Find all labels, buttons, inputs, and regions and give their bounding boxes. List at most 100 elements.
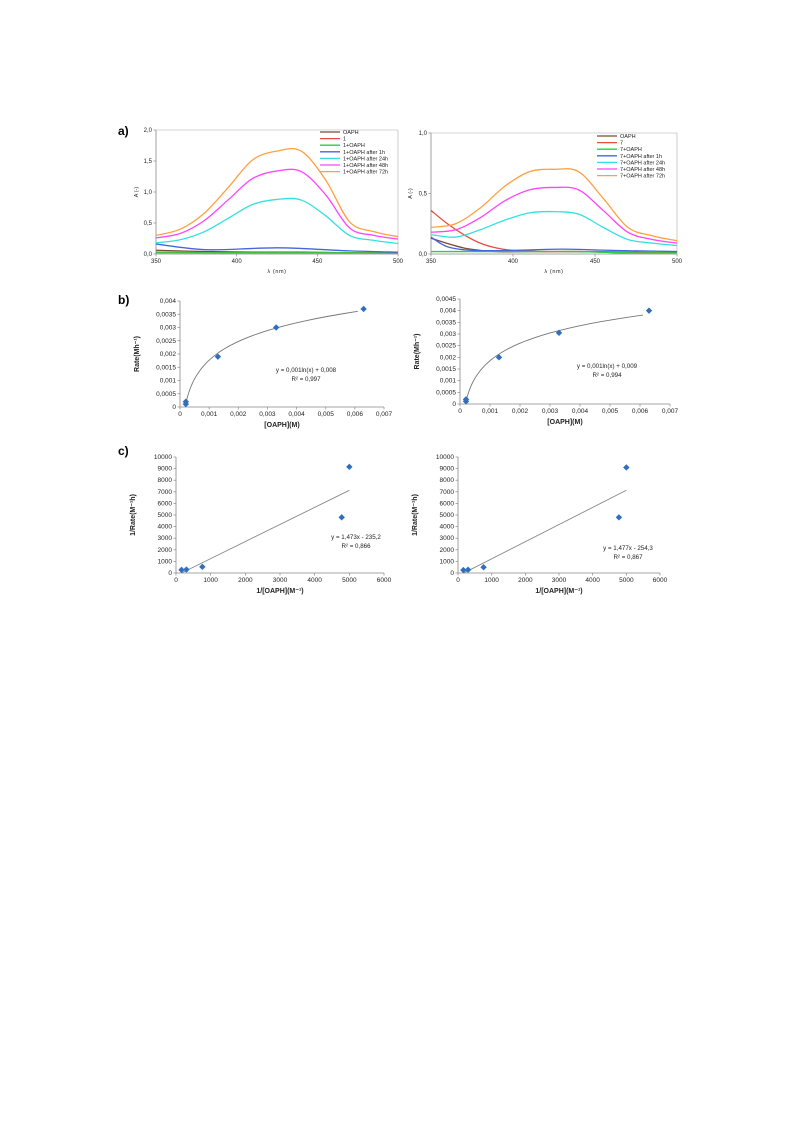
rate-vs-oaph-chart-compound-1: 0 0,001 0,002 0,003 0,004 0,005 0,006 0,007 0 0,0…: [134, 298, 393, 429]
y-tick-label: 7000: [158, 489, 173, 496]
y-tick-label: 0,004: [440, 308, 457, 315]
legend-label: 1: [343, 137, 346, 143]
trendline: [464, 314, 644, 405]
x-tick-label: 0,005: [602, 408, 619, 415]
data-point-4: [272, 324, 280, 331]
y-tick-label: 10000: [436, 454, 454, 461]
y-tick-label: 3000: [440, 535, 455, 542]
data-point-2: [462, 396, 470, 403]
y-tick-label: 0,0: [144, 252, 153, 258]
x-tick-label: 0,001: [482, 408, 499, 415]
legend-label: 7+OAPH after 1h: [620, 154, 662, 160]
y-axis-title: A (-): [134, 187, 140, 198]
y-tick-label: 1000: [158, 558, 173, 565]
x-tick-label: 0,005: [318, 411, 335, 418]
y-tick-label: 0,004: [160, 298, 177, 305]
y-tick-label: 2000: [158, 547, 173, 554]
x-axis-title: [OAPH](M): [547, 419, 582, 426]
y-tick-label: 9000: [440, 466, 455, 473]
legend-label: 7+OAPH after 48h: [620, 167, 665, 173]
legend-label: 1+OAPH after 72h: [343, 170, 388, 176]
y-axis-title: Rate(Mh⁻¹): [134, 336, 141, 372]
x-tick-label: 3000: [552, 577, 567, 584]
legend-label: OAPH: [620, 134, 636, 140]
x-tick-label: 4000: [307, 577, 322, 584]
data-point-5: [360, 305, 367, 313]
x-tick-label: 0,002: [230, 411, 247, 418]
y-tick-label: 0,0045: [436, 296, 456, 303]
x-tick-label: 0: [458, 408, 462, 415]
y-tick-label: 0: [452, 401, 456, 408]
y-tick-label: 0,003: [160, 325, 177, 332]
legend-label: 1+OAPH after 24h: [343, 156, 388, 162]
y-axis-title: Rate(Mh⁻¹): [414, 334, 421, 370]
x-tick-label: 0,002: [512, 408, 529, 415]
y-tick-label: 2,0: [144, 128, 153, 134]
absorbance-spectrum-chart-compound-1: 350 400 450 500 0,0 0,5 1,0 1,5 2,0 λ (nm) A (-) OA…: [134, 128, 404, 275]
y-tick-label: 4000: [158, 524, 173, 531]
legend-label: 1+OAPH: [343, 143, 365, 149]
y-tick-label: 0,0015: [156, 364, 176, 371]
spectrum-line-6: [155, 168, 399, 240]
y-tick-label: 7000: [440, 489, 455, 496]
spectrum-line-7: [430, 168, 678, 242]
spectrum-line-4: [430, 236, 678, 253]
x-tick-label: 3000: [273, 577, 288, 584]
trendline-equation: y = 1,477x - 254,3: [603, 545, 653, 552]
x-tick-label: 0,004: [288, 411, 305, 418]
y-tick-label: 0: [168, 570, 172, 577]
x-tick-label: 450: [312, 259, 323, 265]
x-tick-label: 0,006: [632, 408, 649, 415]
y-tick-label: 1,0: [144, 190, 153, 196]
spectrum-line-3: [156, 252, 399, 255]
data-point-3: [199, 563, 206, 571]
spectrum-line-6: [430, 186, 678, 244]
x-tick-label: 500: [393, 259, 404, 265]
x-tick-label: 0: [178, 411, 182, 418]
x-tick-label: 450: [590, 259, 601, 265]
panel-label-c: c): [118, 444, 129, 458]
trendline-equation: y = 1,473x - 235,2: [331, 534, 381, 541]
legend-label: 1+OAPH after 1h: [343, 150, 385, 156]
y-tick-label: 0,002: [160, 351, 177, 358]
x-axis-title: 1/[OAPH](M⁻¹): [256, 588, 303, 595]
x-tick-label: 6000: [653, 577, 668, 584]
x-tick-label: 0,007: [376, 411, 393, 418]
data-point-4: [555, 329, 563, 337]
y-axis-title: A (-): [408, 188, 414, 199]
x-tick-label: 5000: [619, 577, 634, 584]
legend-label: 7+OAPH after 72h: [620, 174, 665, 180]
x-tick-label: 0,001: [201, 411, 218, 418]
y-tick-label: 0,0025: [156, 338, 176, 345]
y-axis-title: 1/Rate(M⁻¹h): [412, 494, 419, 536]
x-tick-label: 1000: [203, 577, 218, 584]
trendline-equation: y = 0,001ln(x) + 0,009: [577, 363, 638, 370]
r-squared-label: R² = 0,866: [341, 543, 371, 550]
y-tick-label: 0,001: [160, 378, 177, 385]
x-axis-title: λ (nm): [544, 269, 563, 275]
y-tick-label: 1000: [440, 558, 455, 565]
trendline: [184, 310, 358, 407]
x-tick-label: 0,003: [542, 408, 559, 415]
x-tick-label: 1000: [484, 577, 499, 584]
y-tick-label: 0: [172, 404, 176, 411]
x-tick-label: 6000: [377, 577, 392, 584]
y-tick-label: 0,0015: [436, 366, 456, 373]
data-point-4: [338, 514, 345, 521]
y-tick-label: 8000: [440, 477, 455, 484]
x-tick-label: 2000: [518, 577, 533, 584]
x-tick-label: 400: [508, 259, 519, 265]
legend-label: 1+OAPH after 48h: [343, 163, 388, 169]
x-tick-label: 4000: [585, 577, 600, 584]
spectrum-line-5: [430, 210, 678, 247]
y-tick-label: 8000: [158, 477, 173, 484]
x-tick-label: 0,004: [572, 408, 589, 415]
data-point-5: [645, 307, 653, 314]
y-tick-label: 10000: [154, 454, 172, 461]
y-tick-label: 3000: [158, 535, 173, 542]
y-tick-label: 6000: [158, 500, 173, 507]
r-squared-label: R² = 0,994: [592, 372, 622, 379]
y-tick-label: 0,001: [440, 378, 457, 385]
r-squared-label: R² = 0,867: [613, 554, 643, 561]
y-tick-label: 5000: [440, 512, 455, 519]
